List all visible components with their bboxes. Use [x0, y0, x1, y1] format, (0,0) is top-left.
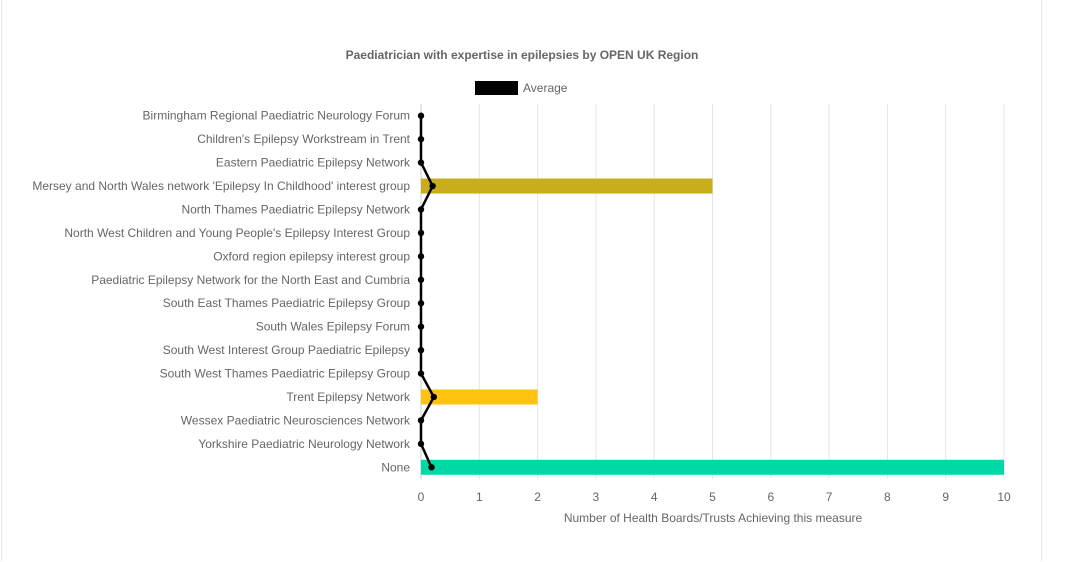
x-tick-label: 7: [826, 490, 833, 504]
bar[interactable]: [421, 178, 713, 194]
category-label: Trent Epilepsy Network: [286, 390, 411, 404]
category-label: Birmingham Regional Paediatric Neurology…: [143, 109, 410, 123]
x-axis-label: Number of Health Boards/Trusts Achieving…: [564, 511, 863, 525]
average-point[interactable]: [417, 440, 425, 448]
average-point[interactable]: [417, 135, 425, 143]
average-series-line: [419, 115, 436, 468]
average-point[interactable]: [428, 464, 435, 471]
legend-swatch-average: [475, 81, 518, 95]
average-point[interactable]: [417, 206, 425, 213]
average-point[interactable]: [417, 159, 425, 166]
average-point[interactable]: [417, 323, 425, 330]
x-tick-label: 4: [651, 490, 658, 504]
bars: [421, 178, 1004, 475]
category-label: Yorkshire Paediatric Neurology Network: [198, 437, 411, 451]
bar[interactable]: [421, 459, 1004, 475]
chart-frame: [1, 0, 1042, 561]
category-label: North West Children and Young People's E…: [64, 226, 410, 240]
category-label: Eastern Paediatric Epilepsy Network: [216, 156, 411, 170]
gridlines: [420, 104, 1005, 479]
legend[interactable]: Average: [475, 81, 568, 95]
average-point[interactable]: [417, 112, 425, 119]
category-label: North Thames Paediatric Epilepsy Network: [181, 202, 411, 216]
average-point[interactable]: [417, 300, 425, 307]
category-label: Wessex Paediatric Neurosciences Network: [181, 413, 411, 427]
average-point[interactable]: [417, 417, 425, 424]
average-point[interactable]: [430, 393, 438, 401]
x-tick-label: 6: [767, 490, 774, 504]
average-point[interactable]: [429, 182, 436, 190]
category-labels: Birmingham Regional Paediatric Neurology…: [32, 109, 411, 475]
average-point[interactable]: [417, 276, 425, 283]
x-tick-label: 5: [709, 490, 716, 504]
average-point[interactable]: [417, 370, 425, 377]
category-label: South Wales Epilepsy Forum: [256, 320, 410, 334]
x-tick-label: 9: [942, 490, 949, 504]
category-label: South West Thames Paediatric Epilepsy Gr…: [160, 367, 411, 381]
legend-label-average: Average: [523, 81, 568, 95]
category-label: Children's Epilepsy Workstream in Trent: [197, 132, 410, 146]
category-label: Mersey and North Wales network 'Epilepsy…: [32, 179, 410, 193]
category-label: South East Thames Paediatric Epilepsy Gr…: [163, 296, 411, 310]
average-line: [417, 112, 438, 471]
average-point[interactable]: [417, 253, 425, 260]
x-axis-ticks: 0 1 2 3 4 5 6 7 8 9 10: [418, 490, 1011, 504]
x-tick-label: 3: [593, 490, 600, 504]
bar[interactable]: [421, 389, 538, 405]
category-label: None: [381, 460, 410, 474]
average-point[interactable]: [417, 346, 425, 354]
x-tick-label: 0: [418, 490, 425, 504]
category-label: Paediatric Epilepsy Network for the Nort…: [91, 273, 410, 287]
x-tick-label: 1: [476, 490, 483, 504]
x-tick-label: 2: [534, 490, 541, 504]
chart-title: Paediatrician with expertise in epilepsi…: [346, 48, 699, 62]
category-label: South West Interest Group Paediatric Epi…: [163, 343, 410, 357]
x-tick-label: 10: [997, 490, 1011, 504]
average-point[interactable]: [417, 229, 425, 237]
x-tick-label: 8: [884, 490, 891, 504]
category-label: Oxford region epilepsy interest group: [213, 249, 410, 263]
